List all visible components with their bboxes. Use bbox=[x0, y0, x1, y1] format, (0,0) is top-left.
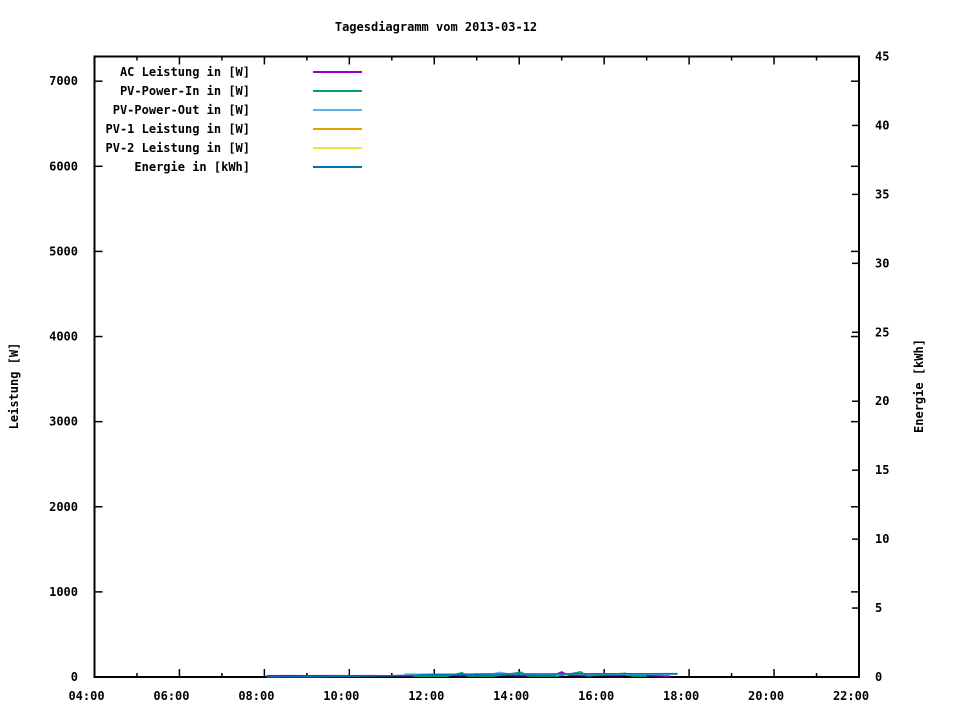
legend-item: PV-1 Leistung in [W] bbox=[106, 122, 362, 136]
y1-tick-label: 0 bbox=[71, 670, 78, 684]
y1-tick-label: 6000 bbox=[49, 159, 78, 173]
y2-tick-label: 45 bbox=[875, 50, 889, 64]
y2-tick-label: 0 bbox=[875, 670, 882, 684]
y1-tick-label: 5000 bbox=[49, 244, 78, 258]
y2-tick-label: 20 bbox=[875, 394, 889, 408]
legend-item: PV-Power-Out in [W] bbox=[113, 103, 362, 117]
x-tick-label: 16:00 bbox=[578, 689, 614, 703]
y-axis-left-ticks: 0 1000 2000 3000 4000 5000 6000 7000 bbox=[49, 74, 859, 684]
chart-title: Tagesdiagramm vom 2013-03-12 bbox=[334, 20, 538, 34]
legend-item: PV-2 Leistung in [W] bbox=[106, 141, 362, 155]
y1-tick-label: 4000 bbox=[49, 330, 78, 344]
y2-tick-label: 10 bbox=[875, 532, 889, 546]
y2-tick-label: 25 bbox=[875, 325, 889, 339]
y1-tick-label: 7000 bbox=[49, 74, 78, 88]
x-tick-label: 12:00 bbox=[408, 689, 444, 703]
legend-label: PV-1 Leistung in [W] bbox=[106, 122, 251, 136]
y1-tick-label: 2000 bbox=[49, 500, 78, 514]
legend: AC Leistung in [W] PV-Power-In in [W] PV-P… bbox=[106, 65, 362, 174]
legend-item: Energie in [kWh] bbox=[134, 160, 362, 174]
y-axis-right-ticks: 0 5 10 15 20 25 30 35 40 45 bbox=[852, 50, 889, 684]
legend-item: AC Leistung in [W] bbox=[120, 65, 362, 79]
legend-label: PV-2 Leistung in [W] bbox=[106, 141, 251, 155]
y2-tick-label: 15 bbox=[875, 463, 889, 477]
y2-tick-label: 5 bbox=[875, 601, 882, 615]
legend-label: PV-Power-Out in [W] bbox=[113, 103, 250, 117]
x-tick-label: 20:00 bbox=[748, 689, 784, 703]
legend-label: Energie in [kWh] bbox=[134, 160, 250, 174]
x-tick-label: 18:00 bbox=[663, 689, 699, 703]
x-tick-label: 22:00 bbox=[833, 689, 869, 703]
series-group bbox=[266, 671, 678, 678]
x-tick-label: 06:00 bbox=[153, 689, 189, 703]
x-tick-label: 14:00 bbox=[493, 689, 529, 703]
x-tick-label: 10:00 bbox=[323, 689, 359, 703]
series-line-energie-in-kwh- bbox=[266, 672, 678, 678]
y2-tick-label: 35 bbox=[875, 187, 889, 201]
legend-label: AC Leistung in [W] bbox=[120, 65, 250, 79]
legend-label: PV-Power-In in [W] bbox=[120, 84, 250, 98]
legend-item: PV-Power-In in [W] bbox=[120, 84, 362, 98]
y2-tick-label: 30 bbox=[875, 256, 889, 270]
x-tick-label: 08:00 bbox=[238, 689, 274, 703]
y1-tick-label: 1000 bbox=[49, 585, 78, 599]
x-axis-ticks: 04:00 06:00 08:00 10:00 12:00 14:00 16:00 18:00… bbox=[68, 56, 869, 703]
y2-tick-label: 40 bbox=[875, 118, 889, 132]
y1-tick-label: 3000 bbox=[49, 415, 78, 429]
x-tick-label: 04:00 bbox=[68, 689, 104, 703]
